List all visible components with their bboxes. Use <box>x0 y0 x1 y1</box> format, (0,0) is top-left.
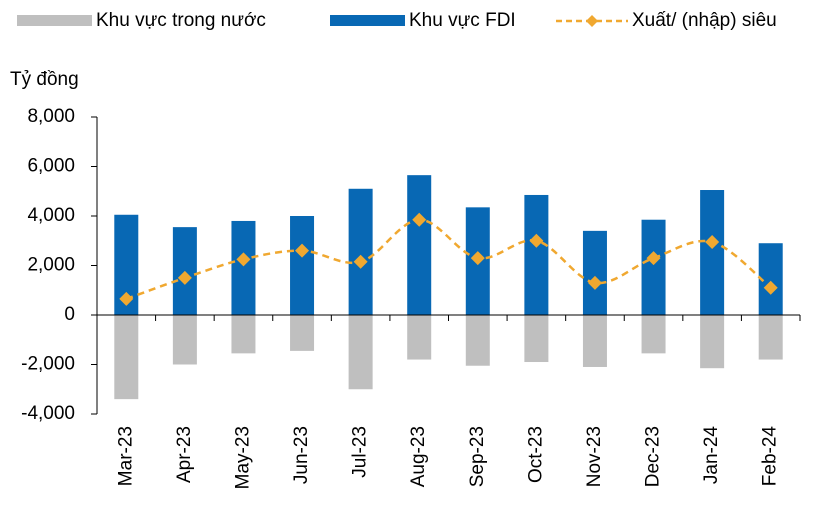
line-marker <box>705 234 720 249</box>
x-tick-label: Apr-23 <box>174 426 195 483</box>
line-marker <box>763 280 778 295</box>
legend-swatch <box>330 15 405 26</box>
legend-swatch <box>17 15 92 26</box>
bar <box>582 230 607 315</box>
line-marker <box>412 212 427 227</box>
y-tick-label: -4,000 <box>21 403 75 424</box>
line-marker <box>587 275 602 290</box>
x-tick-label: Jun-23 <box>291 426 312 484</box>
line-marker <box>177 270 192 285</box>
x-tick-label: Nov-23 <box>584 426 605 487</box>
y-tick-label: 6,000 <box>27 156 75 177</box>
bar <box>172 315 197 365</box>
legend-label: Xuất/ (nhập) siêu <box>632 10 777 31</box>
bar <box>700 190 725 315</box>
line <box>125 218 772 301</box>
bar <box>465 315 490 366</box>
line-marker <box>470 251 485 266</box>
x-tick-label: Jul-23 <box>350 426 371 478</box>
line-marker <box>236 252 251 267</box>
x-tick-label: May-23 <box>232 426 253 489</box>
y-tick-label: 2,000 <box>27 255 75 276</box>
x-tick-label: Feb-24 <box>760 426 781 487</box>
y-tick-label: 0 <box>64 304 75 325</box>
bar <box>524 194 549 315</box>
bar <box>524 315 549 363</box>
bar <box>582 315 607 367</box>
bar <box>348 315 373 390</box>
bar <box>641 315 666 354</box>
bar <box>407 315 432 360</box>
bar <box>641 219 666 315</box>
x-tick-label: Aug-23 <box>408 426 429 487</box>
line-marker <box>119 291 134 306</box>
x-tick-label: Oct-23 <box>525 426 546 483</box>
legend-label: Khu vực trong nước <box>96 10 266 31</box>
bar <box>700 315 725 369</box>
bar <box>348 188 373 315</box>
y-tick-label: 4,000 <box>27 205 75 226</box>
line-marker <box>529 233 544 248</box>
line-marker <box>646 251 661 266</box>
bar <box>231 220 256 315</box>
y-tick-label: -2,000 <box>21 354 75 375</box>
line-marker <box>295 243 310 258</box>
x-tick-label: Sep-23 <box>467 426 488 487</box>
bar <box>114 315 139 400</box>
x-tick-label: Dec-23 <box>643 426 664 487</box>
legend-marker <box>586 15 598 27</box>
bar <box>407 175 432 315</box>
legend-label: Khu vực FDI <box>409 10 516 31</box>
y-tick-label: 8,000 <box>27 106 75 127</box>
line-marker <box>353 254 368 269</box>
bar <box>114 214 139 315</box>
bar <box>758 315 783 360</box>
bar <box>290 216 315 315</box>
bar <box>290 315 315 351</box>
bar <box>231 315 256 354</box>
x-tick-label: Mar-23 <box>115 426 136 486</box>
x-tick-label: Jan-24 <box>701 426 722 485</box>
y-axis-label: Tỷ đồng <box>10 69 79 90</box>
